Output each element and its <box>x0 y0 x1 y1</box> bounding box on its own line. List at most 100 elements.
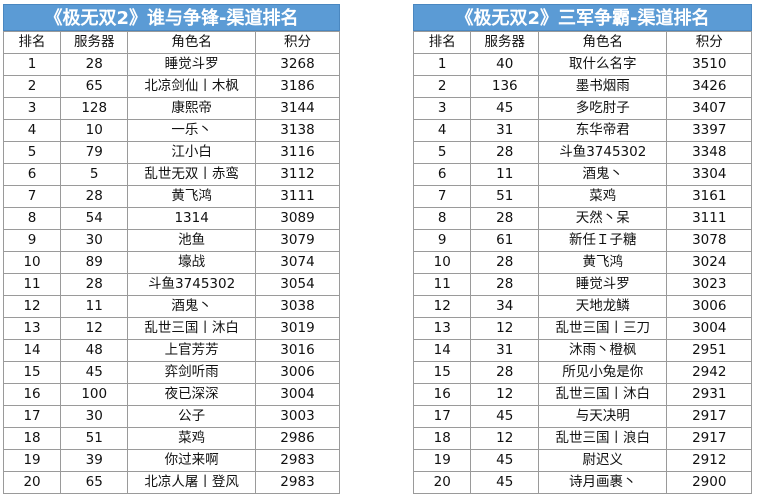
cell-server: 28 <box>60 53 129 76</box>
cell-server: 39 <box>60 449 129 472</box>
cell-rank: 13 <box>412 317 472 340</box>
cell-rank: 14 <box>412 339 472 362</box>
cell-score: 3111 <box>254 185 341 208</box>
cell-role-name: 新任Ｉ子糖 <box>538 229 668 252</box>
cell-score: 3144 <box>254 97 341 120</box>
right-ranking-table: 排名 服务器 角色名 积分 1 40 取什么名字 3510 2 136 墨书烟雨 3426 3 4… <box>412 31 752 494</box>
table-row: 18 12 乱世三国丨浪白 2917 <box>412 427 752 450</box>
table-row: 5 28 斗鱼3745302 3348 <box>412 141 752 164</box>
cell-role-name: 所见小兔是你 <box>538 361 668 384</box>
table-row: 17 45 与天决明 2917 <box>412 405 752 428</box>
cell-server: 65 <box>60 471 129 494</box>
cell-score: 3348 <box>666 141 752 164</box>
cell-role-name: 斗鱼3745302 <box>127 273 256 296</box>
table-row: 16 12 乱世三国丨沐白 2931 <box>412 383 752 406</box>
cell-score: 3089 <box>254 207 341 230</box>
cell-rank: 2 <box>2 75 62 98</box>
cell-rank: 9 <box>412 229 472 252</box>
cell-server: 31 <box>470 339 540 362</box>
cell-server: 28 <box>470 251 540 274</box>
cell-score: 2931 <box>666 383 752 406</box>
cell-server: 51 <box>470 185 540 208</box>
cell-score: 3074 <box>254 251 341 274</box>
cell-rank: 10 <box>2 251 62 274</box>
cell-role-name: 东华帝君 <box>538 119 668 142</box>
cell-rank: 10 <box>412 251 472 274</box>
cell-rank: 5 <box>2 141 62 164</box>
cell-role-name: 酒鬼丶 <box>127 295 256 318</box>
cell-role-name: 乱世三国丨沐白 <box>538 383 668 406</box>
left-ranking-rows: 1 28 睡觉斗罗 3268 2 65 北凉剑仙丨木枫 3186 3 128 康熙帝 3144 4 10 一… <box>2 53 341 494</box>
cell-role-name: 夜已深深 <box>127 383 256 406</box>
cell-score: 3161 <box>666 185 752 208</box>
cell-rank: 17 <box>412 405 472 428</box>
right-ranking-rows: 1 40 取什么名字 3510 2 136 墨书烟雨 3426 3 45 多吃肘子 3407 4 31 东华… <box>412 53 752 494</box>
table-row: 4 31 东华帝君 3397 <box>412 119 752 142</box>
table-row: 6 5 乱世无双丨赤鸾 3112 <box>2 163 341 186</box>
cell-rank: 2 <box>412 75 472 98</box>
cell-score: 3004 <box>254 383 341 406</box>
cell-rank: 4 <box>412 119 472 142</box>
cell-role-name: 康熙帝 <box>127 97 256 120</box>
cell-rank: 8 <box>412 207 472 230</box>
cell-role-name: 酒鬼丶 <box>538 163 668 186</box>
cell-role-name: 诗月画裹丶 <box>538 471 668 494</box>
cell-server: 5 <box>60 163 129 186</box>
cell-rank: 11 <box>412 273 472 296</box>
table-row: 19 39 你过来啊 2983 <box>2 449 341 472</box>
cell-server: 28 <box>470 207 540 230</box>
cell-role-name: 黄飞鸿 <box>127 185 256 208</box>
header-server: 服务器 <box>470 31 540 54</box>
cell-rank: 18 <box>412 427 472 450</box>
cell-server: 89 <box>60 251 129 274</box>
cell-server: 40 <box>470 53 540 76</box>
cell-role-name: 多吃肘子 <box>538 97 668 120</box>
cell-server: 34 <box>470 295 540 318</box>
cell-server: 136 <box>470 75 540 98</box>
cell-server: 28 <box>470 141 540 164</box>
header-role-name: 角色名 <box>538 31 668 54</box>
table-row: 14 31 沐雨丶橙枫 2951 <box>412 339 752 362</box>
cell-role-name: 黄飞鸿 <box>538 251 668 274</box>
cell-server: 28 <box>60 273 129 296</box>
cell-role-name: 1314 <box>127 207 256 230</box>
cell-server: 45 <box>470 471 540 494</box>
table-row: 8 28 天然丶呆 3111 <box>412 207 752 230</box>
cell-rank: 16 <box>412 383 472 406</box>
table-header-row: 排名 服务器 角色名 积分 <box>412 31 752 54</box>
cell-server: 45 <box>470 405 540 428</box>
cell-rank: 1 <box>2 53 62 76</box>
cell-server: 128 <box>60 97 129 120</box>
table-row: 13 12 乱世三国丨三刀 3004 <box>412 317 752 340</box>
cell-server: 30 <box>60 229 129 252</box>
table-row: 15 28 所见小兔是你 2942 <box>412 361 752 384</box>
cell-server: 28 <box>60 185 129 208</box>
cell-rank: 18 <box>2 427 62 450</box>
table-row: 2 65 北凉剑仙丨木枫 3186 <box>2 75 341 98</box>
cell-rank: 11 <box>2 273 62 296</box>
cell-score: 3111 <box>666 207 752 230</box>
cell-rank: 6 <box>2 163 62 186</box>
cell-server: 100 <box>60 383 129 406</box>
cell-score: 3004 <box>666 317 752 340</box>
cell-role-name: 弈剑听雨 <box>127 361 256 384</box>
cell-score: 3426 <box>666 75 752 98</box>
cell-score: 2986 <box>254 427 341 450</box>
table-row: 15 45 弈剑听雨 3006 <box>2 361 341 384</box>
cell-score: 3038 <box>254 295 341 318</box>
table-row: 3 45 多吃肘子 3407 <box>412 97 752 120</box>
cell-server: 11 <box>60 295 129 318</box>
cell-server: 51 <box>60 427 129 450</box>
cell-server: 30 <box>60 405 129 428</box>
table-row: 19 45 尉迟义 2912 <box>412 449 752 472</box>
table-row: 2 136 墨书烟雨 3426 <box>412 75 752 98</box>
cell-role-name: 上官芳芳 <box>127 339 256 362</box>
cell-rank: 7 <box>412 185 472 208</box>
cell-score: 3054 <box>254 273 341 296</box>
cell-score: 3079 <box>254 229 341 252</box>
header-score: 积分 <box>666 31 752 54</box>
cell-server: 45 <box>470 449 540 472</box>
cell-score: 3112 <box>254 163 341 186</box>
cell-score: 3186 <box>254 75 341 98</box>
left-ranking-title: 《极无双2》谁与争锋-渠道排名 <box>3 4 340 31</box>
